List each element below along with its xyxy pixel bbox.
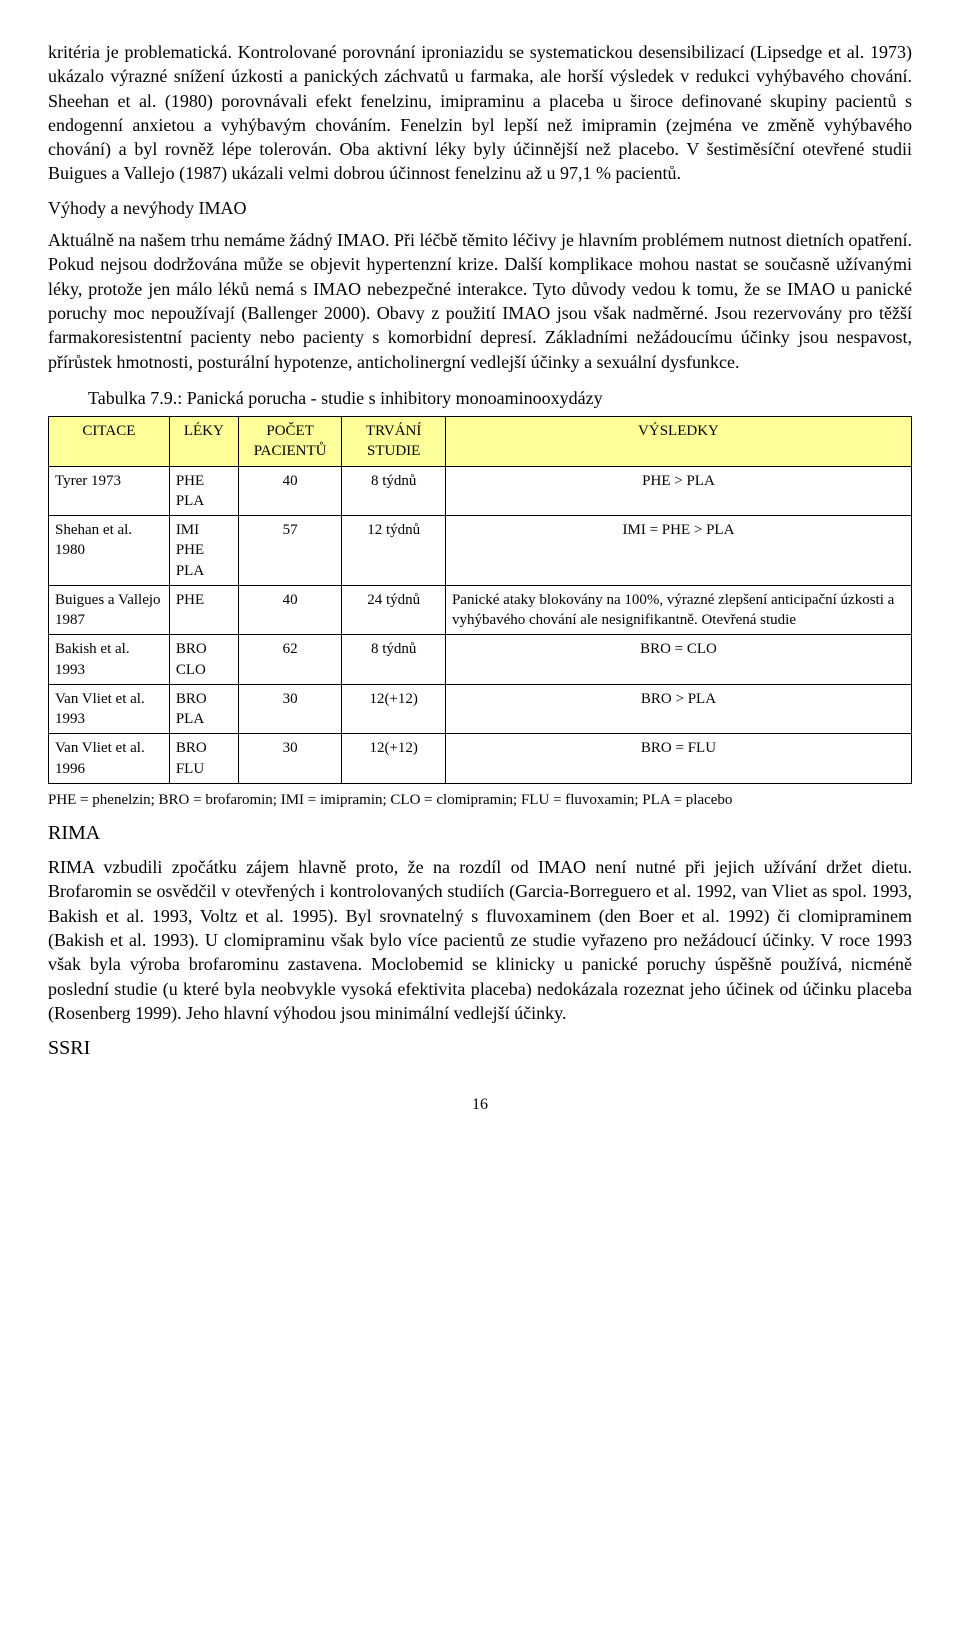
cell-citation: Bakish et al. 1993 [49, 635, 170, 685]
table-footnote: PHE = phenelzin; BRO = brofaromin; IMI =… [48, 790, 912, 810]
table-row: Buigues a Vallejo 1987PHE4024 týdnůPanic… [49, 585, 912, 635]
cell-drugs: BRO FLU [169, 734, 238, 784]
table-row: Bakish et al. 1993BRO CLO628 týdnůBRO = … [49, 635, 912, 685]
section-heading-imao: Výhody a nevýhody IMAO [48, 196, 912, 220]
col-header-results: VÝSLEDKY [445, 417, 911, 467]
cell-results: BRO = FLU [445, 734, 911, 784]
table-caption: Tabulka 7.9.: Panická porucha - studie s… [88, 386, 912, 410]
cell-count: 62 [238, 635, 342, 685]
page-number: 16 [48, 1094, 912, 1116]
cell-citation: Van Vliet et al. 1993 [49, 684, 170, 734]
table-row: Van Vliet et al. 1996BRO FLU3012(+12)BRO… [49, 734, 912, 784]
cell-drugs: PHE [169, 585, 238, 635]
cell-duration: 12(+12) [342, 734, 446, 784]
cell-drugs: PHE PLA [169, 466, 238, 516]
cell-results: Panické ataky blokovány na 100%, výrazné… [445, 585, 911, 635]
col-header-count: POČET PACIENTŮ [238, 417, 342, 467]
col-header-duration: TRVÁNÍ STUDIE [342, 417, 446, 467]
cell-citation: Buigues a Vallejo 1987 [49, 585, 170, 635]
table-row: Shehan et al. 1980IMI PHE PLA5712 týdnůI… [49, 516, 912, 586]
cell-citation: Tyrer 1973 [49, 466, 170, 516]
cell-count: 57 [238, 516, 342, 586]
body-paragraph: Aktuálně na našem trhu nemáme žádný IMAO… [48, 228, 912, 374]
section-heading-ssri: SSRI [48, 1035, 912, 1062]
cell-citation: Shehan et al. 1980 [49, 516, 170, 586]
col-header-drugs: LÉKY [169, 417, 238, 467]
cell-duration: 8 týdnů [342, 635, 446, 685]
cell-duration: 12(+12) [342, 684, 446, 734]
cell-count: 40 [238, 585, 342, 635]
cell-drugs: BRO PLA [169, 684, 238, 734]
table-row: Tyrer 1973PHE PLA408 týdnůPHE > PLA [49, 466, 912, 516]
cell-results: IMI = PHE > PLA [445, 516, 911, 586]
cell-duration: 8 týdnů [342, 466, 446, 516]
section-heading-rima: RIMA [48, 820, 912, 847]
cell-count: 40 [238, 466, 342, 516]
col-header-citation: CITACE [49, 417, 170, 467]
cell-duration: 12 týdnů [342, 516, 446, 586]
cell-results: BRO > PLA [445, 684, 911, 734]
cell-duration: 24 týdnů [342, 585, 446, 635]
cell-drugs: IMI PHE PLA [169, 516, 238, 586]
cell-drugs: BRO CLO [169, 635, 238, 685]
cell-count: 30 [238, 734, 342, 784]
cell-citation: Van Vliet et al. 1996 [49, 734, 170, 784]
cell-count: 30 [238, 684, 342, 734]
studies-table: CITACE LÉKY POČET PACIENTŮ TRVÁNÍ STUDIE… [48, 416, 912, 784]
body-paragraph: RIMA vzbudili zpočátku zájem hlavně prot… [48, 855, 912, 1025]
cell-results: PHE > PLA [445, 466, 911, 516]
cell-results: BRO = CLO [445, 635, 911, 685]
body-paragraph: kritéria je problematická. Kontrolované … [48, 40, 912, 186]
table-body: Tyrer 1973PHE PLA408 týdnůPHE > PLASheha… [49, 466, 912, 783]
table-row: Van Vliet et al. 1993BRO PLA3012(+12)BRO… [49, 684, 912, 734]
table-header-row: CITACE LÉKY POČET PACIENTŮ TRVÁNÍ STUDIE… [49, 417, 912, 467]
